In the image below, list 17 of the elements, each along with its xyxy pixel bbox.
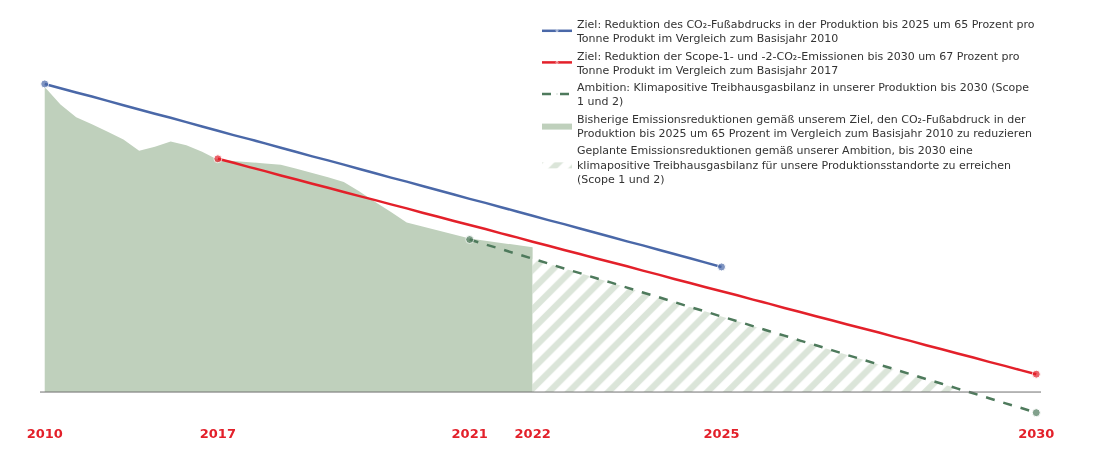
- x-tick-label: 2017: [199, 426, 236, 441]
- legend-label: Geplante Emissionsreduktionen gemäß unserer Ambition, bis 2030 eine klimapositive Treibhausgasbilanz für unsere Produktionsstandorte zu erreichen (Scope 1 und 2): [577, 144, 1011, 186]
- point: [1031, 369, 1041, 379]
- x-tick-label: 2021: [451, 426, 488, 441]
- legend-label: Ziel: Reduktion der Scope-1- und -2-CO₂-Emissionen bis 2030 um 67 Prozent pro Tonne Produkt im Vergleich zum Basisjahr 2017: [576, 49, 1020, 77]
- legend-label: Ziel: Reduktion des CO₂-Fußabdrucks in der Produktion bis 2025 um 65 Prozent pro Tonne Produkt im Vergleich zum Basisjahr 2010: [576, 17, 1035, 46]
- point: [40, 79, 50, 89]
- x-tick-label: 2030: [1018, 426, 1055, 441]
- point: [213, 154, 223, 164]
- point: [1031, 408, 1041, 418]
- x-tick-label: 2025: [703, 426, 740, 441]
- legend-label: Bisherige Emissionsreduktionen gemäß unserem Ziel, den CO₂-Fußabdruck in der Produktion bis 2025 um 65 Prozent im Vergleich zum Basisjahr 2010 zu reduzieren: [577, 112, 1032, 141]
- x-tick-label: 2022: [514, 426, 551, 441]
- point: [717, 262, 726, 272]
- x-tick-label: 2010: [26, 426, 63, 441]
- point: [465, 235, 475, 245]
- legend-label: Ambition: Klimapositive Treibhausgasbilanz in unserer Produktion bis 2030 (Scope 1 und 2): [577, 81, 1030, 109]
